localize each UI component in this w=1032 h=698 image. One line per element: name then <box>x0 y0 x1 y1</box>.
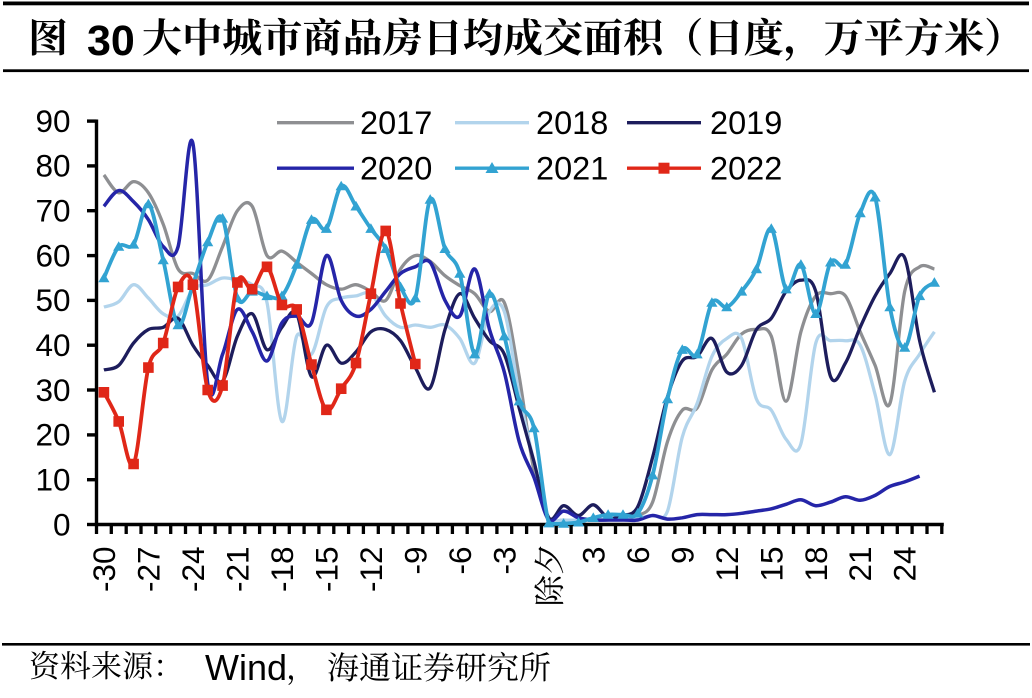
svg-text:2021: 2021 <box>536 151 608 187</box>
svg-text:2018: 2018 <box>536 105 608 141</box>
svg-text:-18: -18 <box>264 547 300 593</box>
svg-text:-21: -21 <box>219 547 255 593</box>
svg-text:30: 30 <box>87 17 135 65</box>
svg-text:21: 21 <box>842 547 878 582</box>
svg-text:2017: 2017 <box>360 105 432 141</box>
svg-text:50: 50 <box>35 282 70 318</box>
svg-text:-27: -27 <box>130 547 166 593</box>
svg-text:-6: -6 <box>442 547 478 575</box>
svg-text:70: 70 <box>35 193 70 229</box>
svg-text:2019: 2019 <box>710 105 782 141</box>
svg-text:-9: -9 <box>397 547 433 575</box>
svg-text:10: 10 <box>35 462 70 498</box>
svg-text:6: 6 <box>620 547 656 565</box>
svg-text:-15: -15 <box>308 547 344 593</box>
svg-text:30: 30 <box>35 372 70 408</box>
svg-text:2022: 2022 <box>710 151 782 187</box>
svg-text:9: 9 <box>664 547 700 565</box>
svg-text:60: 60 <box>35 237 70 273</box>
svg-text:20: 20 <box>35 417 70 453</box>
svg-text:2020: 2020 <box>360 151 432 187</box>
svg-text:12: 12 <box>709 547 745 582</box>
svg-text:-24: -24 <box>175 547 211 593</box>
svg-text:90: 90 <box>35 103 70 139</box>
svg-text:40: 40 <box>35 327 70 363</box>
svg-text:15: 15 <box>753 547 789 582</box>
svg-text:24: 24 <box>887 547 923 582</box>
svg-text:-12: -12 <box>353 547 389 593</box>
svg-text:80: 80 <box>35 148 70 184</box>
svg-text:0: 0 <box>53 506 71 542</box>
svg-text:Wind: Wind <box>205 647 287 688</box>
svg-text:-30: -30 <box>86 547 122 593</box>
svg-text:-3: -3 <box>486 547 522 575</box>
svg-text:18: 18 <box>798 547 834 582</box>
svg-text:3: 3 <box>575 547 611 565</box>
